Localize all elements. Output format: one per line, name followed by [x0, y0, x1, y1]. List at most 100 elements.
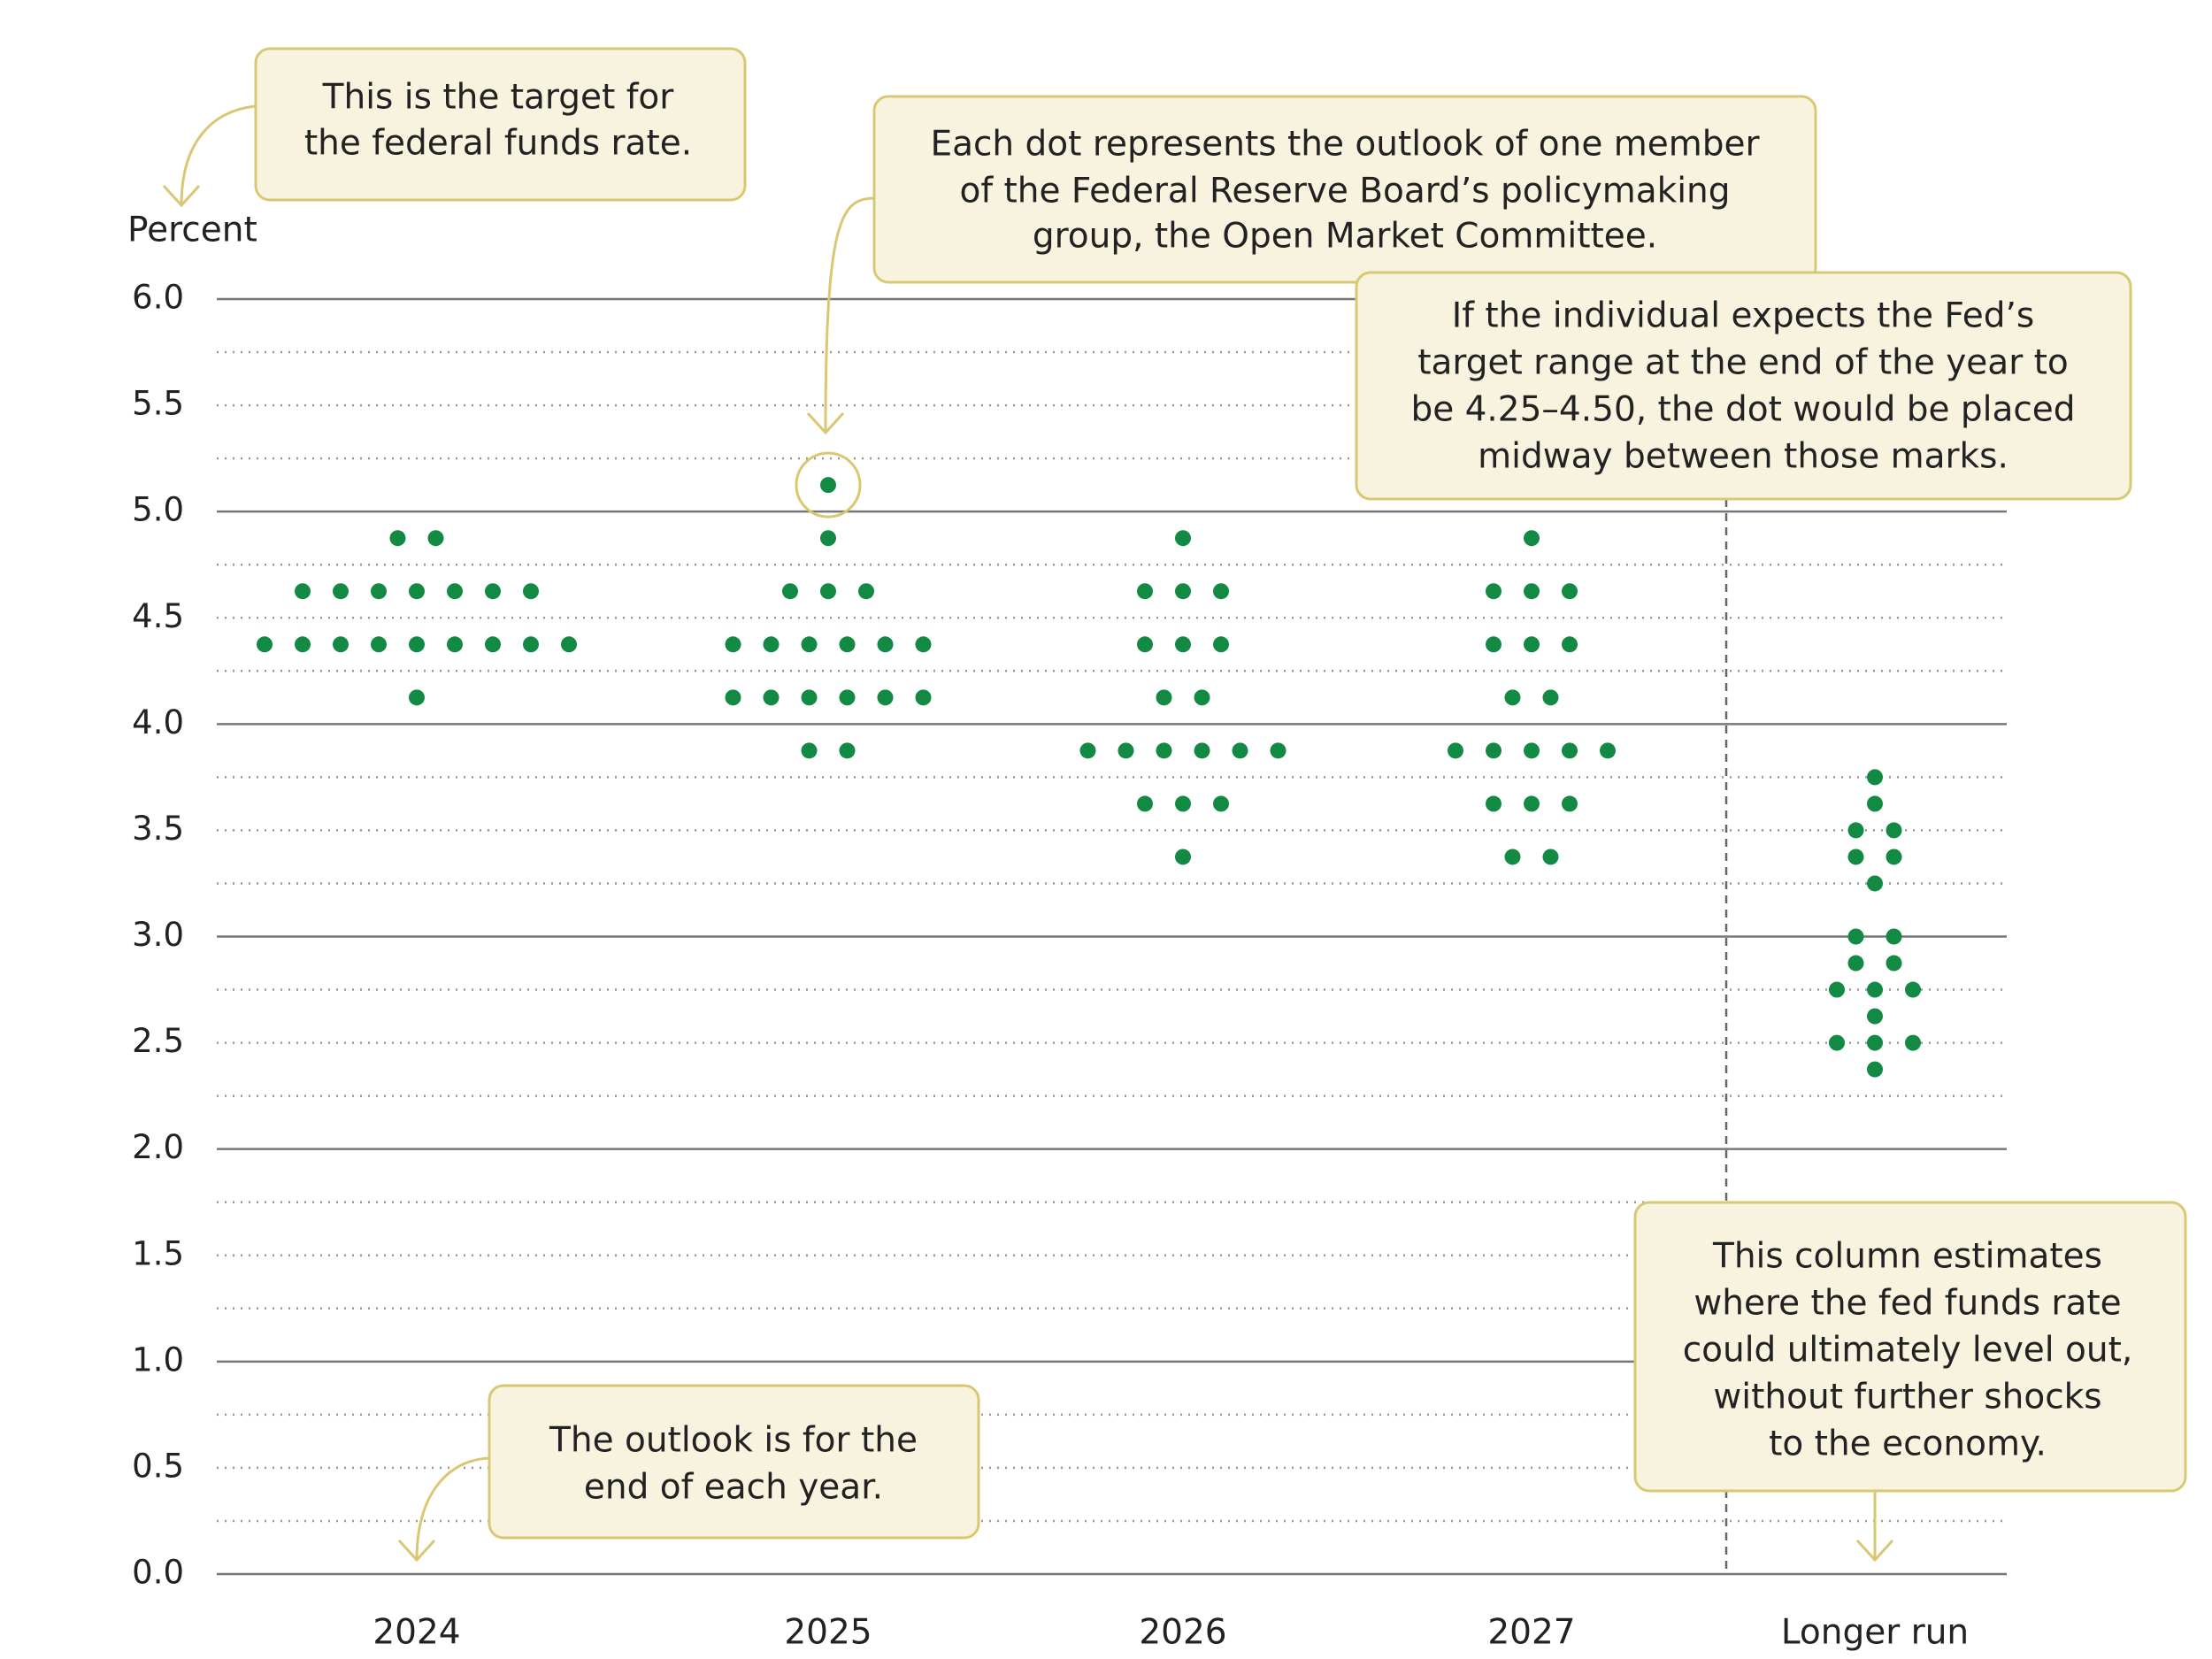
y-tick-label: 1.5 — [132, 1234, 184, 1272]
highlight-ring — [795, 451, 862, 518]
dot — [1867, 981, 1883, 998]
dot — [877, 689, 894, 706]
dot — [877, 636, 894, 653]
dot — [820, 530, 836, 547]
dot — [1542, 849, 1559, 865]
dot — [1175, 583, 1191, 600]
dot — [725, 636, 741, 653]
dot — [1270, 742, 1286, 759]
dot — [801, 742, 818, 759]
y-tick-label: 6.0 — [132, 279, 184, 317]
dot — [1175, 636, 1191, 653]
dot — [295, 583, 311, 600]
y-tick-label: 5.0 — [132, 491, 184, 529]
dot — [1194, 742, 1210, 759]
callout-text: target range at the end of the year to — [1417, 343, 2069, 383]
dot — [523, 583, 539, 600]
dot — [371, 636, 387, 653]
dot — [1886, 928, 1902, 945]
dot — [561, 636, 577, 653]
dot — [801, 636, 818, 653]
dot — [485, 636, 501, 653]
dot — [1486, 636, 1502, 653]
dot — [1156, 689, 1172, 706]
dot — [915, 636, 932, 653]
callout-box — [1633, 1201, 2187, 1493]
dot — [1600, 742, 1616, 759]
callout-text: The outlook is for the — [549, 1421, 918, 1461]
dot — [1137, 795, 1153, 812]
dot — [801, 689, 818, 706]
y-tick-label: 3.0 — [132, 916, 184, 954]
dot — [839, 742, 856, 759]
dot — [820, 477, 836, 494]
callout-text: Each dot represents the outlook of one m… — [930, 125, 1760, 165]
callout-text: be 4.25–4.50, the dot would be placed — [1410, 390, 2075, 430]
x-tick-label: 2026 — [1139, 1613, 1226, 1653]
x-tick-label: 2027 — [1487, 1613, 1575, 1653]
dot — [1232, 742, 1248, 759]
dot — [447, 583, 463, 600]
dot — [763, 636, 780, 653]
dot — [820, 583, 836, 600]
dot — [1504, 849, 1521, 865]
callout-text: to the economy. — [1769, 1425, 2047, 1464]
callout-text: If the individual expects the Fed’s — [1452, 296, 2034, 336]
callout-text: group, the Open Market Committee. — [1033, 217, 1657, 257]
dot — [1213, 795, 1229, 812]
callout-text: end of each year. — [584, 1468, 883, 1508]
dot — [523, 636, 539, 653]
arrow-head — [806, 411, 845, 435]
dot — [333, 583, 349, 600]
callout-text: This column estimates — [1712, 1237, 2102, 1277]
dot — [1079, 742, 1096, 759]
dot — [1867, 795, 1883, 812]
dot — [295, 636, 311, 653]
callout-text: the federal funds rate. — [304, 124, 692, 164]
dot — [1137, 636, 1153, 653]
dot — [1847, 955, 1864, 972]
dot — [1175, 849, 1191, 865]
callout-box — [254, 47, 747, 202]
dot — [1524, 742, 1540, 759]
y-tick-label: 1.0 — [132, 1340, 184, 1379]
dot — [1213, 636, 1229, 653]
x-tick-label: 2024 — [373, 1613, 460, 1653]
dot — [839, 636, 856, 653]
y-tick-label: 4.0 — [132, 703, 184, 741]
dot — [409, 689, 425, 706]
dot — [839, 689, 856, 706]
arrow-head — [397, 1539, 436, 1563]
dot — [1524, 636, 1540, 653]
dot — [1175, 530, 1191, 547]
callout-text: of the Federal Reserve Board’s policymak… — [959, 172, 1730, 211]
dot — [1867, 769, 1883, 786]
dot — [1118, 742, 1134, 759]
callout-text: without further shocks — [1713, 1378, 2101, 1417]
arrow-head — [162, 184, 201, 208]
dot — [1886, 822, 1902, 839]
callout-arrow — [415, 1456, 490, 1561]
y-axis-label: Percent — [127, 211, 257, 250]
dot — [447, 636, 463, 653]
callout-arrow — [180, 104, 257, 206]
dot — [1504, 689, 1521, 706]
dot — [1847, 928, 1864, 945]
dot — [389, 530, 406, 547]
y-tick-label: 2.5 — [132, 1022, 184, 1060]
dot — [1213, 583, 1229, 600]
dot — [1562, 742, 1578, 759]
callout-box — [872, 95, 1817, 284]
dot — [1562, 583, 1578, 600]
y-tick-label: 5.5 — [132, 385, 184, 423]
dot — [1448, 742, 1463, 759]
dot — [409, 583, 425, 600]
dot — [427, 530, 444, 547]
dot — [257, 636, 273, 653]
dot — [1562, 636, 1578, 653]
dot — [1175, 795, 1191, 812]
dot — [333, 636, 349, 653]
y-tick-label: 0.0 — [132, 1554, 184, 1592]
dot — [1542, 689, 1559, 706]
callout-text: midway between those marks. — [1478, 437, 2008, 477]
